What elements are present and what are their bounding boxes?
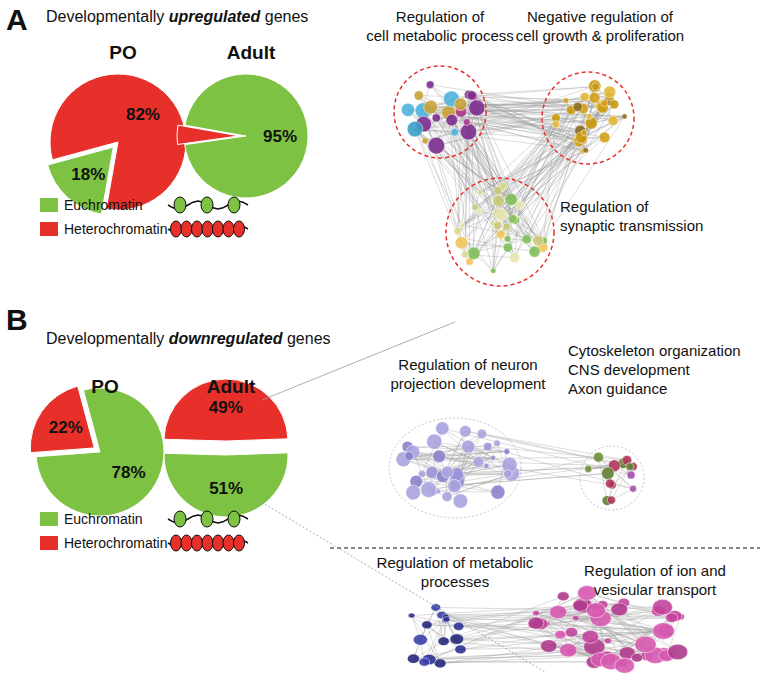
svg-text:Regulation of: Regulation of [396, 8, 485, 25]
svg-text:cell metabolic process: cell metabolic process [366, 27, 514, 44]
svg-text:processes: processes [421, 573, 489, 590]
svg-text:Regulation of neuron: Regulation of neuron [398, 356, 537, 373]
svg-text:vesicular transport: vesicular transport [594, 581, 717, 598]
svg-text:Heterochromatin: Heterochromatin [64, 535, 168, 551]
svg-text:synaptic transmission: synaptic transmission [560, 217, 703, 234]
svg-text:Euchromatin: Euchromatin [64, 197, 143, 213]
svg-text:cell growth & proliferation: cell growth & proliferation [516, 27, 684, 44]
svg-text:A: A [6, 3, 28, 36]
svg-text:B: B [6, 303, 28, 336]
svg-text:95%: 95% [263, 127, 297, 146]
svg-text:CNS development: CNS development [568, 361, 691, 378]
svg-text:22%: 22% [49, 418, 83, 437]
svg-text:Euchromatin: Euchromatin [64, 511, 143, 527]
svg-text:49%: 49% [209, 398, 243, 417]
svg-text:Cytoskeleton organization: Cytoskeleton organization [568, 342, 741, 359]
svg-text:Regulation of metabolic: Regulation of metabolic [377, 554, 534, 571]
svg-text:51%: 51% [209, 479, 243, 498]
svg-text:78%: 78% [112, 463, 146, 482]
svg-text:Regulation of: Regulation of [560, 198, 649, 215]
svg-text:Adult: Adult [207, 376, 256, 397]
svg-text:Regulation of ion and: Regulation of ion and [584, 562, 726, 579]
svg-text:PO: PO [91, 376, 118, 397]
svg-text:PO: PO [109, 42, 136, 63]
svg-text:Developmentally downregulated: Developmentally downregulated genes [46, 330, 331, 347]
svg-text:Negative regulation of: Negative regulation of [527, 8, 674, 25]
svg-text:Adult: Adult [227, 42, 276, 63]
svg-text:projection development: projection development [390, 375, 546, 392]
svg-text:82%: 82% [126, 105, 160, 124]
svg-text:Axon guidance: Axon guidance [568, 380, 667, 397]
svg-text:Heterochromatin: Heterochromatin [64, 221, 168, 237]
svg-text:18%: 18% [71, 165, 105, 184]
svg-text:Developmentally upregulated ge: Developmentally upregulated genes [46, 8, 308, 25]
